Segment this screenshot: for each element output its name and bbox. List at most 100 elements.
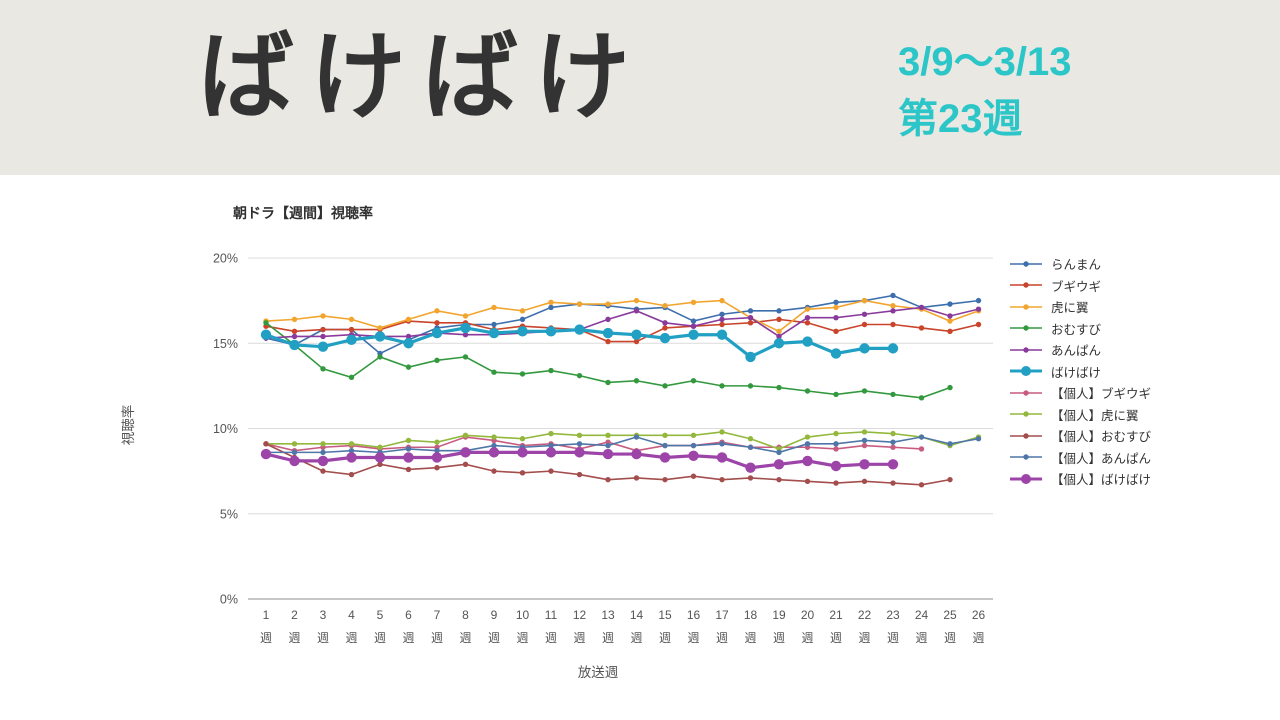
data-point-marker bbox=[833, 328, 839, 335]
data-point-marker bbox=[462, 313, 469, 319]
x-tick-unit: 週 bbox=[773, 631, 785, 645]
data-point-marker bbox=[947, 384, 953, 391]
data-point-marker bbox=[802, 455, 813, 467]
data-point-marker bbox=[405, 446, 412, 452]
chart-region: 朝ドラ【週間】視聴率 0% 5% 10% 15% 20% 1 週 2 週 3 週 4 週 5 週 6 週 7 週 8 週… bbox=[0, 175, 1280, 720]
x-tick-number: 17 bbox=[715, 608, 729, 622]
header-banner: ばけばけ 3/9〜3/13 第23週 bbox=[0, 0, 1280, 175]
data-point-marker bbox=[688, 450, 699, 461]
data-point-marker bbox=[861, 321, 868, 328]
data-point-marker bbox=[690, 442, 697, 449]
x-tick-number: 16 bbox=[687, 608, 701, 622]
x-tick-unit: 週 bbox=[630, 631, 642, 645]
legend-item: 【個人】おむすび bbox=[1008, 425, 1268, 447]
data-point-marker bbox=[887, 459, 899, 470]
data-point-marker bbox=[662, 432, 668, 439]
legend-marker-icon bbox=[1010, 390, 1042, 396]
data-point-marker bbox=[320, 313, 326, 319]
data-point-marker bbox=[462, 332, 469, 338]
data-point-marker bbox=[804, 434, 811, 440]
data-point-marker bbox=[576, 441, 583, 447]
data-point-marker bbox=[574, 447, 585, 458]
legend-item: らんまん bbox=[1008, 253, 1268, 275]
x-tick-unit: 週 bbox=[744, 631, 756, 645]
legend-label: 【個人】あんぱん bbox=[1051, 451, 1152, 466]
data-point-marker bbox=[861, 437, 868, 444]
data-point-marker bbox=[719, 316, 725, 323]
data-point-marker bbox=[605, 432, 611, 439]
data-point-marker bbox=[659, 332, 671, 344]
data-point-marker bbox=[434, 465, 440, 471]
data-point-marker bbox=[434, 357, 440, 363]
data-point-marker bbox=[519, 470, 526, 476]
x-tick-unit: 週 bbox=[516, 631, 528, 645]
x-tick-number: 8 bbox=[462, 608, 469, 622]
data-point-marker bbox=[348, 447, 355, 454]
data-point-marker bbox=[747, 383, 754, 389]
legend-item: 【個人】ブギウギ bbox=[1008, 382, 1268, 404]
data-point-marker bbox=[346, 334, 357, 346]
legend-item: 虎に翼 bbox=[1008, 296, 1268, 318]
data-point-marker bbox=[719, 297, 725, 304]
data-point-marker bbox=[548, 442, 554, 449]
data-point-marker bbox=[460, 447, 471, 458]
data-point-marker bbox=[289, 339, 300, 351]
legend-marker-icon bbox=[1010, 366, 1042, 377]
data-point-marker bbox=[975, 306, 982, 312]
data-point-marker bbox=[833, 446, 839, 452]
data-point-marker bbox=[491, 442, 497, 449]
data-point-marker bbox=[773, 459, 785, 470]
x-tick-number: 22 bbox=[858, 608, 872, 622]
legend-item: おむすび bbox=[1008, 318, 1268, 340]
x-tick-unit: 週 bbox=[345, 631, 357, 645]
data-point-marker bbox=[690, 473, 697, 479]
series-line bbox=[265, 299, 979, 333]
data-point-marker bbox=[719, 476, 725, 483]
legend-marker-icon bbox=[1010, 347, 1042, 353]
data-point-marker bbox=[690, 378, 697, 384]
x-tick-unit: 週 bbox=[374, 631, 386, 645]
data-point-marker bbox=[690, 432, 697, 439]
data-point-marker bbox=[605, 301, 611, 307]
legend-item: ブギウギ bbox=[1008, 275, 1268, 297]
legend-dot bbox=[1021, 366, 1031, 377]
x-tick-number: 14 bbox=[630, 608, 644, 622]
data-point-marker bbox=[659, 452, 671, 463]
data-point-marker bbox=[890, 391, 896, 398]
data-point-marker bbox=[861, 429, 868, 435]
data-point-marker bbox=[918, 325, 925, 331]
series-line bbox=[265, 318, 979, 343]
data-point-marker bbox=[377, 354, 383, 360]
legend-item: ばけばけ bbox=[1008, 361, 1268, 383]
x-tick-unit: 週 bbox=[459, 631, 471, 645]
data-point-marker bbox=[662, 442, 668, 449]
data-point-marker bbox=[890, 303, 896, 309]
data-point-marker bbox=[377, 444, 383, 450]
x-tick-number: 19 bbox=[772, 608, 786, 622]
data-point-marker bbox=[320, 366, 326, 372]
x-tick-unit: 週 bbox=[687, 631, 699, 645]
legend-label: ばけばけ bbox=[1051, 365, 1102, 380]
data-point-marker bbox=[747, 436, 754, 442]
week-number: 第23週 bbox=[898, 96, 1023, 141]
x-tick-number: 18 bbox=[744, 608, 758, 622]
x-tick-unit: 週 bbox=[972, 631, 984, 645]
data-point-marker bbox=[662, 476, 668, 483]
data-point-marker bbox=[747, 475, 754, 481]
legend-marker-icon bbox=[1010, 261, 1042, 267]
data-point-marker bbox=[773, 338, 785, 349]
data-point-marker bbox=[605, 442, 611, 449]
data-point-marker bbox=[833, 391, 839, 398]
data-point-marker bbox=[405, 364, 412, 370]
data-point-marker bbox=[434, 439, 440, 445]
data-point-marker bbox=[947, 318, 953, 324]
data-point-marker bbox=[548, 367, 554, 374]
legend-label: 【個人】ブギウギ bbox=[1051, 387, 1152, 402]
data-point-marker bbox=[890, 321, 896, 328]
week-info: 3/9〜3/13 第23週 bbox=[898, 34, 1071, 148]
legend-item: 【個人】ばけばけ bbox=[1008, 468, 1268, 490]
data-point-marker bbox=[633, 475, 640, 481]
data-point-marker bbox=[460, 322, 471, 334]
data-point-marker bbox=[348, 326, 355, 333]
data-point-marker bbox=[491, 321, 497, 328]
